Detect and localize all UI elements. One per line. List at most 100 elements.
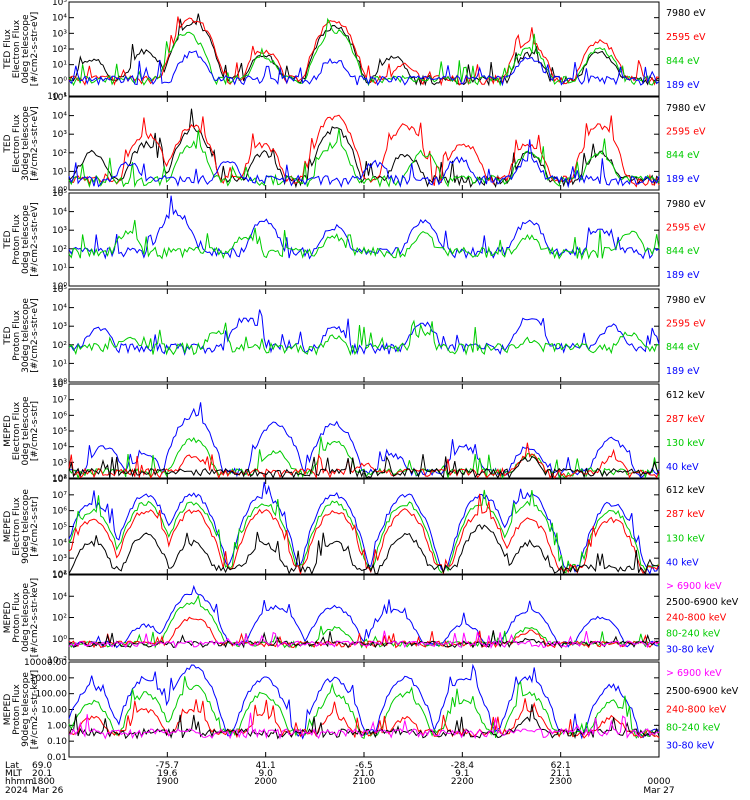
y-tick-label: 10⁴ bbox=[52, 208, 67, 218]
x-lat-label: -75.7 bbox=[156, 761, 179, 771]
series-trace-287-kev bbox=[68, 442, 660, 480]
y-tick-label: 10⁵ bbox=[52, 285, 67, 295]
series-trace-40-kev bbox=[68, 481, 660, 575]
panel-3: 10⁰ 10¹ 10² 10³ 10⁴ 10⁵ TED Proton Flux 0deg tel… bbox=[3, 189, 706, 292]
legend-entry: 2595 eV bbox=[666, 127, 706, 138]
y-tick-label: 10⁷ bbox=[52, 491, 67, 501]
legend-entry: 7980 eV bbox=[666, 199, 706, 210]
y-tick-label: 10² bbox=[52, 149, 67, 159]
series-trace--6900-kev bbox=[68, 630, 660, 649]
x-mlt-label: 21.0 bbox=[354, 769, 374, 779]
x-mlt-label: 19.6 bbox=[157, 769, 177, 779]
y-tick-label: 10⁰ bbox=[52, 282, 67, 292]
y-tick-label: 10⁴ bbox=[52, 443, 67, 453]
legend-entry: 80-240 keV bbox=[666, 723, 721, 734]
x-date-label: Mar 26 bbox=[32, 786, 64, 796]
legend-entry: 2595 eV bbox=[666, 223, 706, 234]
legend-entry: 2595 eV bbox=[666, 32, 706, 43]
legend-entry: 40 keV bbox=[666, 462, 699, 473]
series-trace-130-kev bbox=[68, 489, 660, 574]
x-lat-label: 69.0 bbox=[32, 761, 52, 771]
y-tick-label: 10³ bbox=[52, 29, 67, 39]
legend-entry: 7980 eV bbox=[666, 103, 706, 114]
legend-entry: 189 eV bbox=[666, 270, 700, 281]
y-axis-label: [#/cm2-s-str-keV] bbox=[30, 670, 40, 749]
y-tick-label: 0.01 bbox=[47, 753, 67, 763]
y-axis-label: [#/cm2-s-str-eV] bbox=[30, 202, 40, 277]
y-axis-label: Electron Flux bbox=[12, 497, 22, 556]
legend-entry: 2500-6900 keV bbox=[666, 597, 739, 608]
y-tick-label: 10⁵ bbox=[52, 523, 67, 533]
y-axis-label: TED bbox=[3, 134, 13, 153]
x-row-label: MLT bbox=[5, 769, 23, 779]
y-axis-label: TED Flux bbox=[3, 28, 13, 69]
y-axis-label: [#/cm2-s-str-eV] bbox=[30, 12, 40, 87]
y-tick-label: 10.00 bbox=[41, 706, 67, 716]
legend-entry: 287 keV bbox=[666, 414, 705, 425]
panel-5: 10² 10³ 10⁴ 10⁵ 10⁶ 10⁷ 10⁸ MEPED Electron Flux 0… bbox=[3, 380, 705, 484]
y-axis-label: 30deg telescope bbox=[21, 298, 31, 373]
legend-entry: 240-800 keV bbox=[666, 613, 727, 624]
series-trace-612-kev bbox=[68, 524, 660, 576]
y-tick-label: 10⁶ bbox=[52, 571, 67, 581]
legend-entry: 844 eV bbox=[666, 246, 700, 257]
legend-entry: 30-80 keV bbox=[666, 741, 715, 752]
y-tick-label: 10³ bbox=[52, 322, 67, 332]
legend-entry: 612 keV bbox=[666, 485, 705, 496]
y-axis-label: 0deg telescope bbox=[21, 583, 31, 653]
legend-entry: > 6900 keV bbox=[666, 581, 722, 592]
y-tick-label: 10⁵ bbox=[52, 189, 67, 199]
y-tick-label: 10⁻² bbox=[47, 656, 67, 666]
series-trace-844-ev bbox=[68, 219, 660, 261]
y-tick-label: 10⁰ bbox=[52, 186, 67, 196]
y-tick-label: 10⁰ bbox=[52, 635, 67, 645]
y-axis-label: Electron Flux bbox=[12, 114, 22, 173]
y-tick-label: 10¹ bbox=[52, 263, 67, 273]
panel-1: 10⁻¹ 10⁰ 10¹ 10² 10³ 10⁴ 10⁵ TED Flux Electron F… bbox=[3, 0, 706, 102]
y-tick-label: 10⁴ bbox=[52, 112, 67, 122]
y-tick-label: 10² bbox=[52, 614, 67, 624]
y-axis-label: TED bbox=[3, 326, 13, 345]
legend-entry: 240-800 keV bbox=[666, 704, 727, 715]
panel-frame bbox=[68, 478, 660, 575]
y-tick-label: 10² bbox=[52, 341, 67, 351]
panel-frame bbox=[68, 574, 660, 661]
x-hhmm-label: 2300 bbox=[549, 777, 572, 787]
y-tick-label: 10⁰ bbox=[52, 76, 67, 86]
y-axis-label: Proton Flux bbox=[12, 214, 22, 265]
y-axis-label: 0deg telescope bbox=[21, 396, 31, 466]
legend-entry: 2595 eV bbox=[666, 319, 706, 330]
y-axis-label: 0deg telescope bbox=[21, 205, 31, 275]
y-axis-label: Proton Flux bbox=[12, 684, 22, 735]
y-axis-label: [#/cm2-s-str] bbox=[30, 401, 40, 461]
x-mlt-label: 20.1 bbox=[32, 769, 52, 779]
series-trace-612-kev bbox=[68, 454, 660, 480]
x-mlt-label: 21.1 bbox=[551, 769, 571, 779]
legend-entry: 189 eV bbox=[666, 174, 700, 185]
series-trace-189-ev bbox=[68, 139, 660, 189]
x-lat-label: -28.4 bbox=[451, 761, 475, 771]
y-tick-label: 10¹ bbox=[52, 61, 67, 71]
y-axis-label: Proton Flux bbox=[12, 592, 22, 643]
x-lat-label: 41.1 bbox=[256, 761, 276, 771]
y-tick-label: 10² bbox=[52, 245, 67, 255]
legend-entry: 130 keV bbox=[666, 533, 705, 544]
panel-6: 10² 10³ 10⁴ 10⁵ 10⁶ 10⁷ 10⁸ MEPED Electron Flux 9… bbox=[3, 475, 705, 580]
legend-entry: 189 eV bbox=[666, 366, 700, 377]
y-tick-label: 10⁵ bbox=[52, 93, 67, 103]
y-tick-label: 10³ bbox=[52, 130, 67, 140]
series-trace--6900-kev bbox=[68, 712, 660, 740]
legend-entry: 844 eV bbox=[666, 150, 700, 161]
panel-frame bbox=[68, 288, 660, 383]
y-tick-label: 10000.00 bbox=[24, 658, 67, 668]
legend-entry: 612 keV bbox=[666, 390, 705, 401]
panel-frame bbox=[68, 383, 660, 479]
panel-4: 10⁰ 10¹ 10² 10³ 10⁴ 10⁵ TED Proton Flux 30deg te… bbox=[3, 285, 706, 388]
series-trace-7980-ev bbox=[68, 108, 660, 189]
y-axis-label: [#/cm2-s-str-eV] bbox=[30, 106, 40, 181]
y-tick-label: 10² bbox=[52, 570, 67, 580]
legend-entry: 844 eV bbox=[666, 342, 700, 353]
x-hhmm-label: 1800 bbox=[32, 777, 55, 787]
y-axis-label: MEPED bbox=[3, 602, 13, 634]
